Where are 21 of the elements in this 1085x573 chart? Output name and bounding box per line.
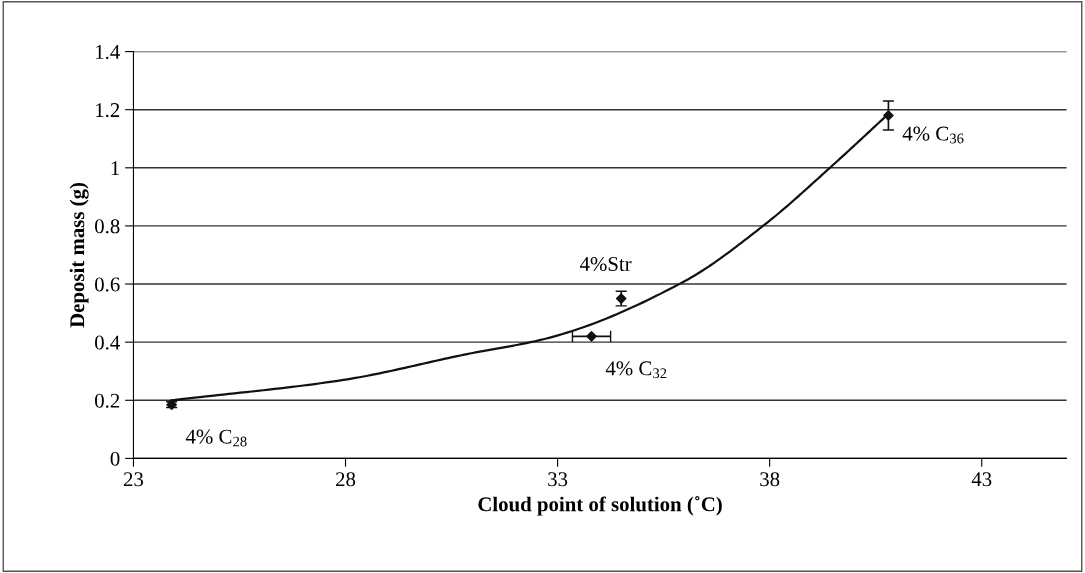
- y-tick-label: 0.8: [95, 219, 120, 234]
- x-tick-label: 38: [760, 472, 780, 487]
- x-tick-label: 33: [548, 472, 568, 487]
- x-axis-title: Cloud point of solution (˚C): [478, 496, 722, 516]
- y-tick-label: 1.4: [96, 45, 120, 60]
- y-axis-title: Deposit mass (g): [69, 182, 89, 328]
- y-tick-label: 0: [110, 451, 120, 466]
- y-tick-label: 0.2: [95, 393, 120, 408]
- y-tick-label: 1.2: [96, 103, 120, 118]
- point: [883, 110, 894, 121]
- annotation: 4% C$_{32}$: [605, 361, 667, 379]
- x-tick-label: 23: [123, 472, 144, 487]
- annotation: 4%Str: [579, 256, 632, 272]
- point: [586, 331, 597, 342]
- annotation: 4% C$_{36}$: [902, 126, 964, 144]
- annotation: 4% C$_{28}$: [185, 429, 247, 447]
- x-tick-label: 43: [971, 472, 992, 487]
- y-tick-label: 1: [111, 161, 120, 176]
- x-tick-label: 28: [336, 472, 356, 487]
- y-tick-label: 0.4: [95, 335, 120, 350]
- y-tick-label: 0.6: [95, 277, 120, 292]
